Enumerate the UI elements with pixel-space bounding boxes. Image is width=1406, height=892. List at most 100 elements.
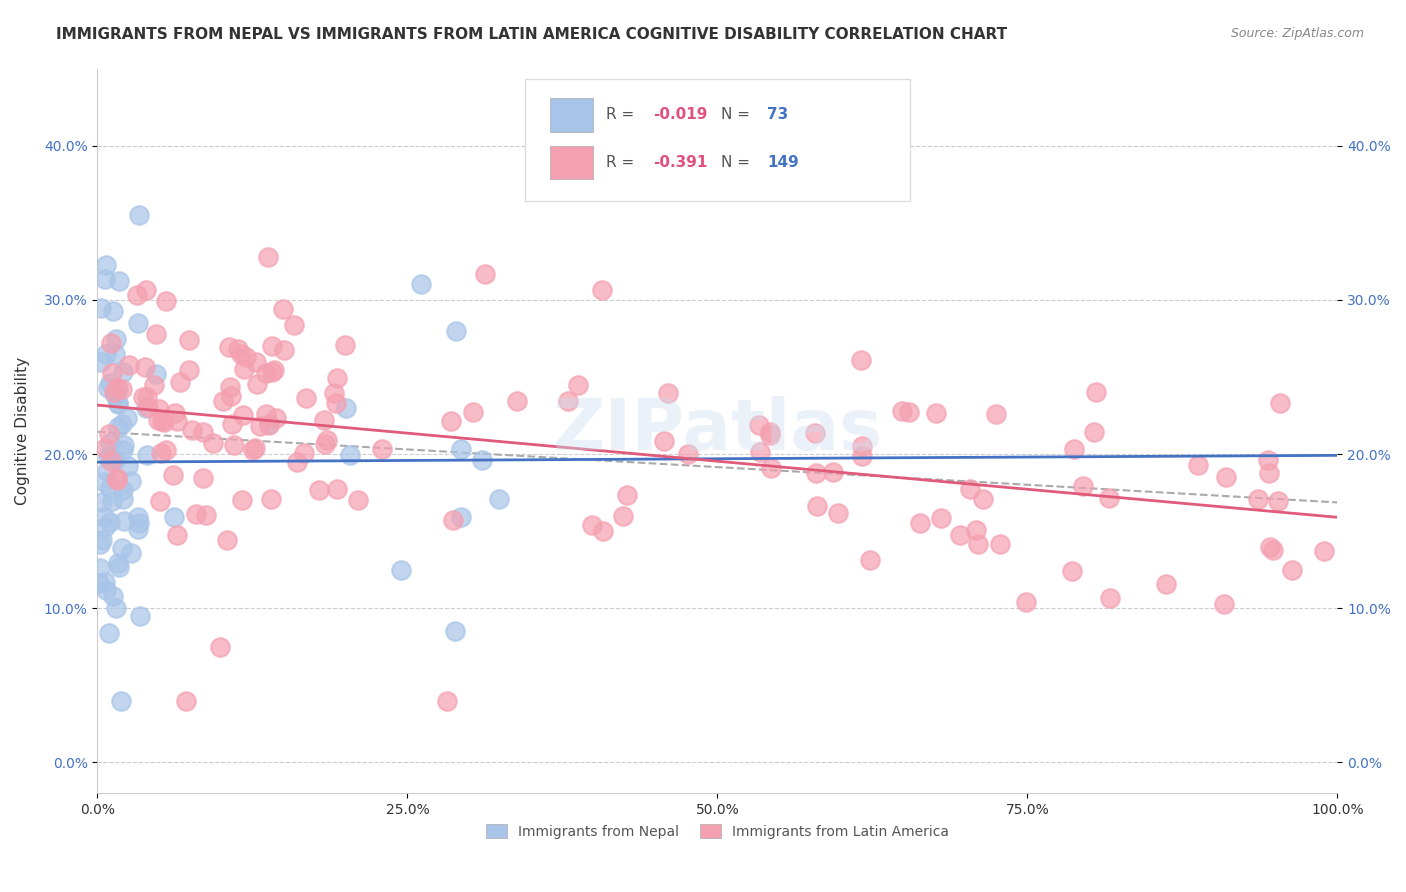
Point (212, 393, 235, 408)
Point (409, 277, 432, 292)
Text: 149: 149 (768, 155, 799, 170)
Point (96, 582, 118, 597)
Point (97, 381, 120, 395)
Point (339, 448, 361, 462)
Text: IMMIGRANTS FROM NEPAL VS IMMIGRANTS FROM LATIN AMERICA COGNITIVE DISABILITY CORR: IMMIGRANTS FROM NEPAL VS IMMIGRANTS FROM… (56, 27, 1007, 42)
Point (90, 355, 112, 369)
Point (314, 437, 336, 451)
Point (94, 258, 117, 272)
Point (264, 411, 287, 425)
Point (107, 396, 129, 410)
Point (127, 509, 149, 524)
Point (804, 426, 827, 441)
Point (111, 483, 134, 497)
Point (108, 274, 131, 288)
Point (897, 405, 920, 419)
Point (218, 340, 240, 354)
Point (263, 363, 285, 377)
Point (107, 382, 129, 396)
Point (1098, 591, 1121, 606)
Point (104, 346, 127, 360)
Point (1247, 491, 1270, 506)
Point (1098, 491, 1121, 505)
Point (245, 441, 267, 455)
Point (1071, 479, 1094, 493)
Point (929, 511, 952, 525)
Point (127, 522, 149, 536)
Point (127, 316, 149, 330)
Point (657, 386, 679, 401)
Point (259, 492, 281, 507)
Point (654, 434, 676, 448)
Point (221, 417, 243, 431)
Point (389, 563, 412, 577)
Point (101, 367, 124, 381)
Point (1215, 469, 1237, 483)
Point (101, 304, 124, 318)
Point (135, 401, 157, 415)
Point (260, 339, 283, 353)
Point (612, 509, 634, 524)
Point (90, 533, 112, 547)
Point (163, 406, 186, 420)
Point (325, 396, 347, 410)
Point (758, 425, 780, 439)
Text: Source: ZipAtlas.com: Source: ZipAtlas.com (1230, 27, 1364, 40)
Point (312, 413, 335, 427)
FancyBboxPatch shape (526, 79, 910, 202)
Point (118, 358, 141, 372)
Point (98, 435, 121, 450)
Point (759, 428, 782, 442)
Point (235, 350, 257, 364)
Point (107, 419, 129, 434)
Point (145, 367, 167, 381)
Point (105, 473, 128, 487)
Point (98, 426, 121, 441)
Point (148, 401, 170, 416)
Point (257, 417, 280, 431)
Point (1281, 563, 1303, 577)
Point (136, 390, 159, 404)
Point (150, 414, 173, 428)
Point (1261, 543, 1284, 558)
Point (1156, 576, 1178, 591)
Point (97, 450, 120, 465)
Point (326, 482, 349, 496)
Point (100, 336, 122, 351)
Point (98, 449, 121, 463)
Point (295, 391, 318, 405)
Point (806, 499, 828, 513)
Point (202, 435, 225, 450)
Point (153, 415, 176, 429)
Point (616, 488, 638, 502)
Point (463, 405, 485, 419)
Point (219, 380, 242, 394)
Point (1213, 597, 1236, 611)
Point (1083, 425, 1105, 439)
Point (91, 495, 114, 509)
Text: N =: N = (721, 155, 755, 170)
Point (191, 425, 214, 439)
Point (110, 541, 132, 555)
Point (101, 494, 124, 508)
Point (101, 589, 124, 603)
Point (89, 561, 111, 575)
Point (155, 294, 177, 309)
Point (111, 417, 134, 431)
Point (984, 407, 1007, 421)
Point (112, 438, 135, 452)
Point (111, 365, 134, 379)
Point (859, 553, 882, 567)
Point (155, 442, 177, 457)
Point (94, 519, 117, 533)
Point (105, 471, 128, 485)
Point (129, 609, 152, 624)
Point (1313, 544, 1336, 558)
Point (219, 389, 242, 403)
FancyBboxPatch shape (550, 146, 593, 179)
Point (256, 250, 278, 264)
Point (440, 414, 463, 428)
Point (567, 378, 589, 392)
Point (94, 272, 117, 286)
Point (166, 528, 188, 542)
